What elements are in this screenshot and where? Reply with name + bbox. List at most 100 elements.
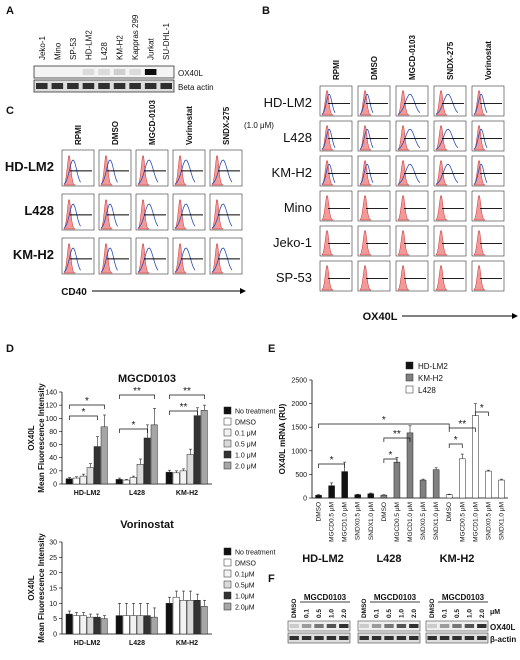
flow-control-peak (211, 199, 224, 230)
flow-row-label: KM-H2 (13, 247, 54, 262)
blot-band (289, 624, 299, 628)
chart-ylabel: OX40L (27, 575, 36, 600)
flow-sample-curve (211, 203, 233, 229)
flow-axis-label: OX40L (363, 311, 398, 323)
flow-sample-curve (435, 93, 459, 115)
blot-lane-label: Kappras 299 (131, 14, 140, 60)
significance-bracket (383, 458, 398, 463)
flow-control-peak (397, 125, 410, 151)
x-tick-label: KM-H2 (176, 640, 198, 647)
blot-lane-label: KM-H2 (116, 35, 125, 60)
chart-D2: Vorinostat OX40L Mean Fluorescence Intensi… (27, 519, 276, 647)
blot-lane-label: 0.1 (374, 609, 381, 618)
y-tick-label: 120 (45, 403, 57, 410)
panel-letter-c: C (6, 105, 14, 117)
flow-sample-curve (174, 203, 196, 229)
x-tick-label: MGCD0.5 μM (394, 502, 401, 542)
legend-swatch (223, 461, 232, 470)
flow-control-peak (174, 155, 187, 186)
panel-letter-d: D (6, 343, 14, 355)
flow-histogram (319, 190, 353, 222)
x-tick-label: KM-H2 (176, 490, 198, 497)
flow-histogram (319, 225, 353, 257)
blot-band (359, 624, 369, 628)
flow-sample-curve (100, 203, 118, 229)
y-tick-label: 140 (45, 390, 57, 397)
blot-lane-label: Jeko-1 (38, 35, 47, 60)
flow-histogram (135, 193, 169, 231)
flow-sample-curve (359, 163, 374, 185)
y-tick-label: 500 (295, 472, 307, 479)
y-tick-label: 80 (49, 429, 57, 436)
significance-star: * (382, 415, 386, 426)
flow-sample-curve (100, 247, 118, 273)
blot-lane-label: DMSO (361, 599, 368, 619)
y-tick-label: 0 (303, 496, 307, 503)
y-tick-label: 0 (53, 482, 57, 489)
blot-band (289, 636, 299, 640)
flow-row-label: SP-53 (276, 270, 312, 285)
flow-sample-curve (359, 128, 374, 150)
blot-band (129, 69, 141, 75)
legend-label: KM-H2 (418, 374, 443, 383)
legend-swatch (223, 558, 232, 567)
blot-band (452, 636, 462, 640)
y-tick-label: 40 (49, 455, 57, 462)
flow-histogram (471, 260, 505, 292)
x-tick-label: MGCD1.0 μM (342, 502, 349, 542)
significance-star: * (480, 403, 484, 414)
bar (200, 410, 208, 485)
y-tick-label: 0 (53, 632, 57, 639)
flow-control-peak (359, 265, 372, 291)
flow-axis-label: CD40 (61, 287, 87, 298)
blot-lane-label: 0.5 (386, 609, 393, 618)
x-tick-label: L428 (129, 490, 145, 497)
flow-control-peak (435, 125, 448, 151)
blot-band (439, 636, 450, 640)
flow-histogram (135, 149, 169, 187)
flow-histogram (319, 155, 353, 187)
flow-sample-curve (473, 128, 488, 150)
significance-bracket (474, 411, 489, 416)
blot-row-label: OX40L (178, 69, 203, 78)
blot-band (452, 624, 462, 628)
flow-control-peak (397, 195, 410, 221)
blot-band (301, 624, 312, 628)
legend-swatch (223, 602, 232, 611)
blot-band (326, 636, 337, 640)
bar (122, 615, 130, 635)
bar (129, 477, 137, 485)
blot-band (314, 636, 324, 640)
flow-column-label: SNDX-275 (446, 41, 455, 80)
flow-column-label: SNDX-275 (222, 106, 231, 145)
flow-sample-curve (63, 247, 81, 273)
bar (86, 467, 94, 485)
legend-label: No treatment (235, 550, 276, 557)
flow-sample-curve (137, 247, 159, 273)
flow-control-peak (435, 265, 448, 291)
significance-star: ** (393, 429, 401, 440)
flow-row-label: Jeko-1 (273, 235, 312, 250)
bar (65, 478, 73, 485)
x-tick-label: SNDX0.5 μM (420, 502, 427, 540)
bar (172, 472, 180, 485)
legend-label: 0.5μM (235, 583, 255, 590)
blot-drug-label: MGCD0103 (304, 593, 347, 602)
panel-letter-a: A (6, 5, 14, 17)
flow-histogram (433, 260, 467, 292)
blot-band (384, 624, 394, 628)
blot-band (129, 83, 141, 89)
flow-histogram (172, 237, 206, 275)
chart-E: OX40L mRNA (RU) 0 500 1000 1500 2000 2500 DMSO M… (278, 361, 508, 542)
bar (200, 606, 208, 635)
flow-histogram (471, 85, 505, 117)
flow-control-peak (174, 243, 187, 274)
blot-group-label: L428 (376, 553, 401, 565)
chart-ylabel: Mean Fluorescence Intensity (37, 533, 46, 643)
bar (432, 469, 440, 499)
significance-star: ** (133, 386, 141, 397)
significance-bracket (169, 394, 205, 399)
bar (393, 461, 401, 499)
flow-sample-curve (211, 159, 233, 185)
